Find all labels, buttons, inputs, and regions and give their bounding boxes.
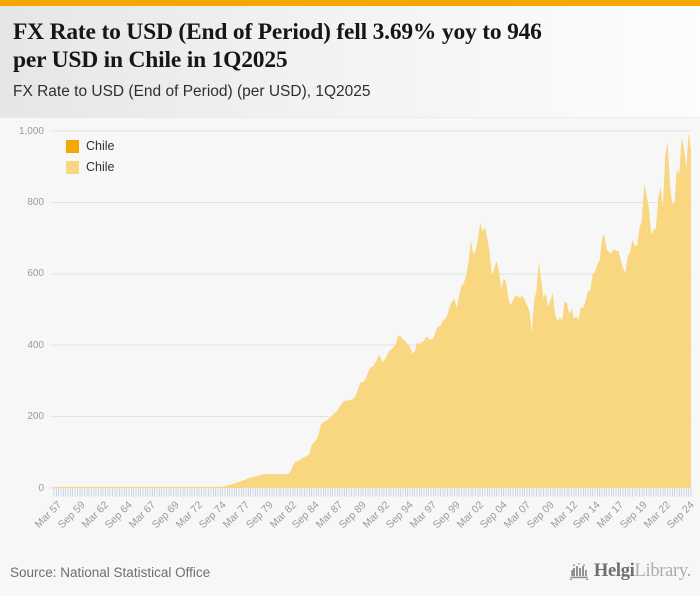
logo-word-helgi: Helgi (593, 561, 635, 581)
legend-label: Chile (86, 139, 115, 153)
legend-swatch-icon (66, 139, 79, 153)
legend-swatch-icon (66, 160, 79, 174)
y-tick-label: 0 (38, 482, 44, 494)
axis-quarter-ticks (53, 489, 692, 497)
helgi-logo-text: HelgiLibrary. (594, 561, 691, 582)
helgi-logo-icon (569, 562, 589, 581)
chart-footer: Source: National Statistical Office (0, 556, 700, 596)
helgi-library-logo: HelgiLibrary. (569, 561, 691, 582)
chart-header: FX Rate to USD (End of Period) fell 3.69… (0, 6, 700, 118)
page-title-line2: per USD in Chile in 1Q2025 (13, 47, 288, 73)
page-title-line1: FX Rate to USD (End of Period) fell 3.69… (13, 19, 542, 45)
chart-subtitle: FX Rate to USD (End of Period) (per USD)… (13, 83, 371, 100)
y-tick-label: 1,000 (18, 125, 44, 137)
source-text: Source: National Statistical Office (10, 565, 211, 580)
legend-label: Chile (86, 160, 115, 174)
y-tick-label: 400 (27, 339, 44, 351)
logo-word-library: Library. (634, 561, 692, 581)
accent-topbar (0, 0, 700, 6)
y-tick-label: 200 (27, 411, 44, 423)
page-title: FX Rate to USD (End of Period) fell 3.69… (13, 18, 688, 74)
legend-item-1: Chile (66, 160, 115, 174)
legend-item-0: Chile (66, 139, 115, 153)
y-tick-label: 600 (27, 268, 44, 280)
y-tick-label: 800 (27, 196, 44, 208)
area-series-chile (54, 132, 691, 488)
legend: Chile Chile (66, 139, 115, 181)
